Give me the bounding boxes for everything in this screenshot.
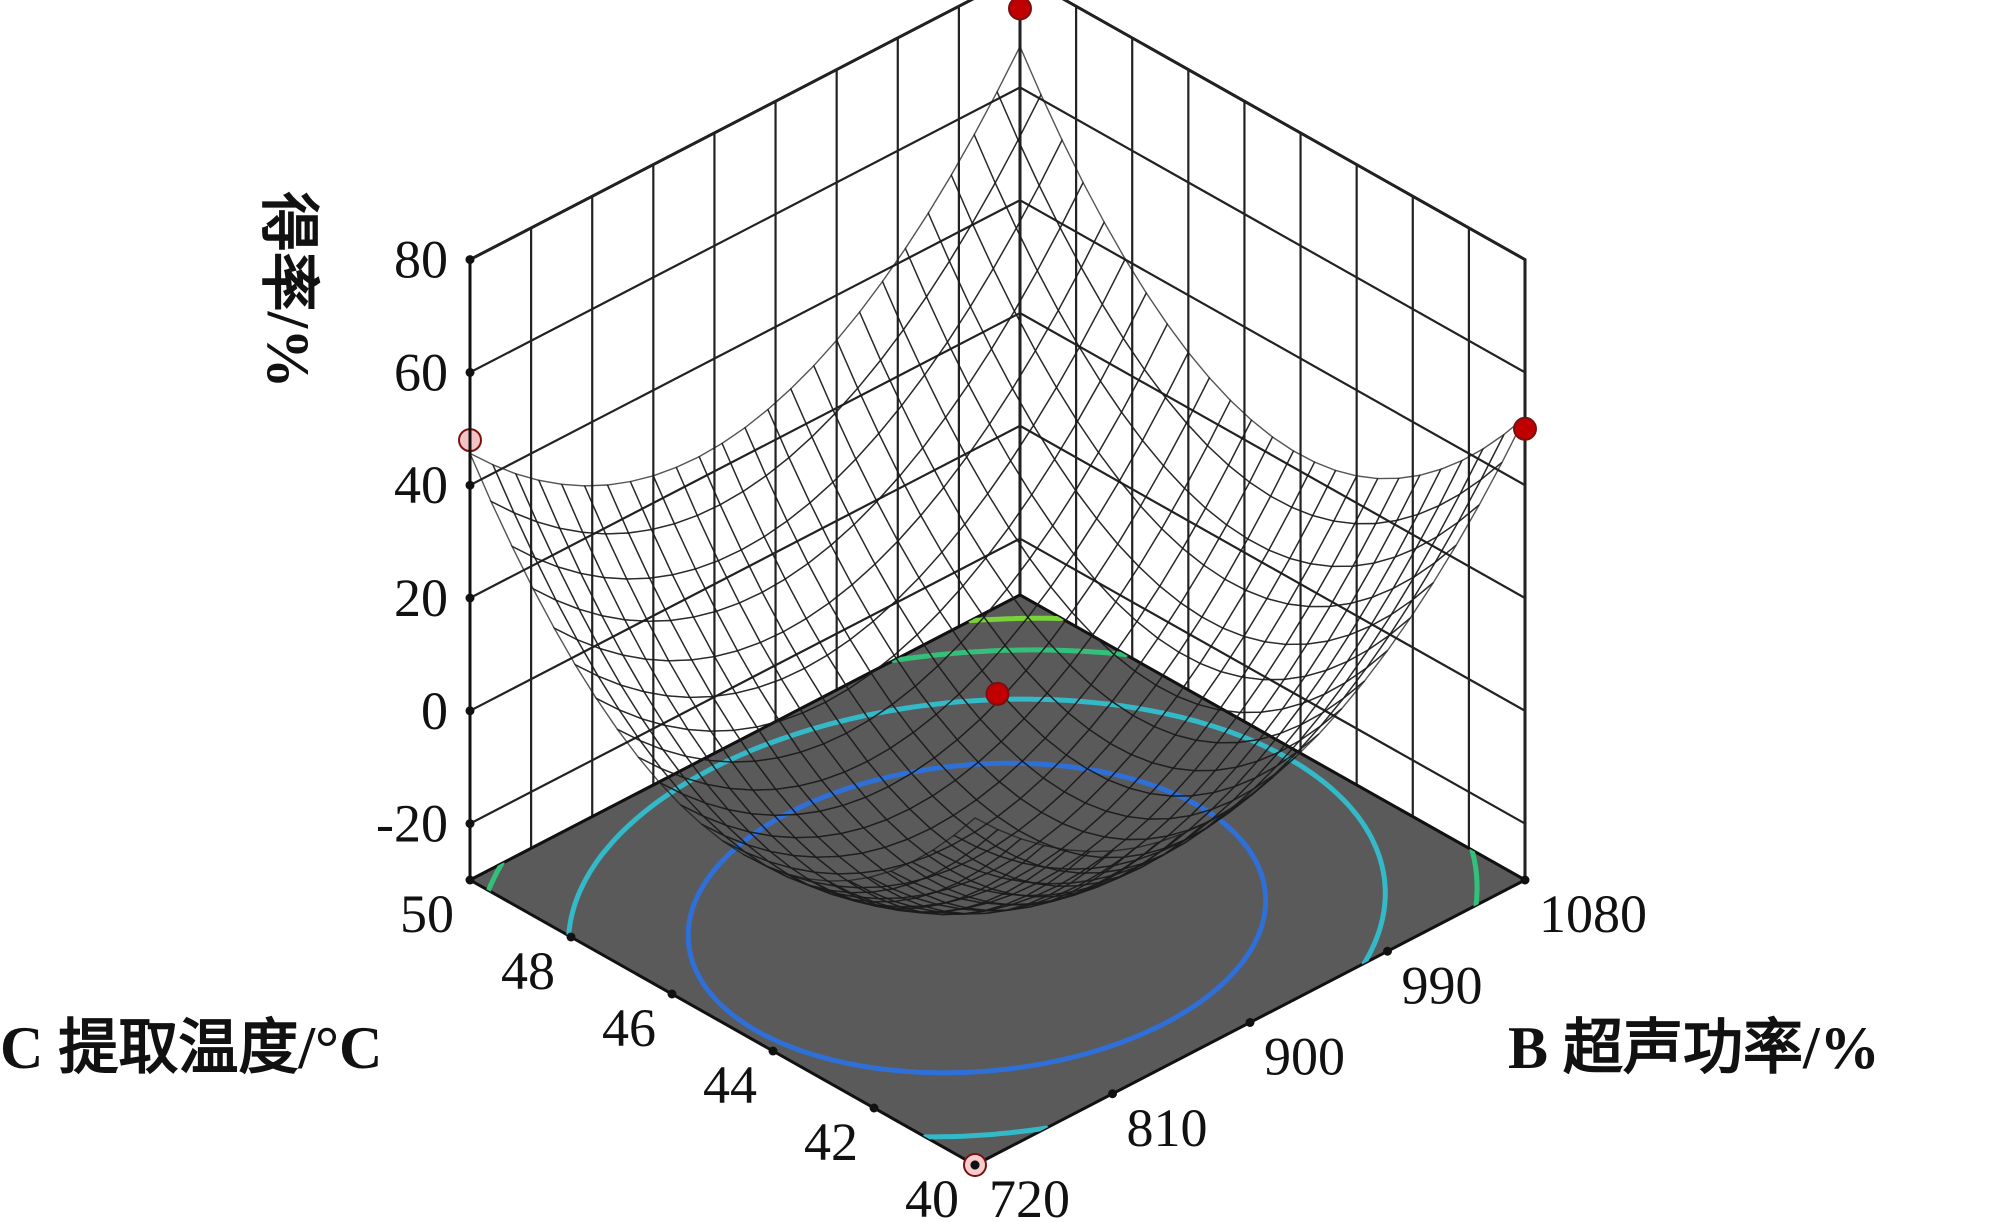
y-tick-mark <box>1383 946 1392 956</box>
z-tick-mark <box>465 593 475 603</box>
z-tick-mark <box>465 480 475 490</box>
x-tick-label: 40 <box>905 1169 959 1222</box>
surface-cell <box>952 817 1000 848</box>
y-tick-mark <box>1520 875 1530 885</box>
z-tick-label: -20 <box>376 794 448 854</box>
x-tick-mark <box>465 875 475 885</box>
z-tick-label: 80 <box>394 230 448 290</box>
x-tick-mark <box>869 1103 879 1113</box>
design-point <box>1008 0 1032 21</box>
z-tick-mark <box>465 255 475 265</box>
x-tick-mark <box>566 932 576 942</box>
y-tick-label: 810 <box>1127 1098 1208 1158</box>
x-tick-mark <box>667 989 677 999</box>
z-tick-label: 40 <box>394 455 448 515</box>
z-tick-label: 60 <box>394 342 448 402</box>
y-tick-label: 990 <box>1402 955 1483 1015</box>
x-tick-label: 42 <box>804 1112 858 1172</box>
x-tick-label: 50 <box>400 884 454 944</box>
design-points <box>458 0 1537 1177</box>
y-tick-label: 900 <box>1264 1027 1345 1087</box>
y-tick-mark <box>1245 1018 1255 1027</box>
response-surface <box>468 44 1526 916</box>
x-tick-label: 48 <box>501 941 555 1001</box>
z-tick-mark <box>465 706 475 716</box>
y-tick-label: 720 <box>989 1169 1070 1222</box>
y-tick-label: 1080 <box>1539 884 1647 944</box>
z-tick-mark <box>465 367 475 377</box>
x-tick-mark <box>768 1046 778 1056</box>
z-tick-label: 0 <box>421 681 448 741</box>
x-axis-title: C 提取温度/°C <box>0 1015 382 1081</box>
y-tick-mark <box>970 1160 980 1170</box>
back-walls-grid <box>468 0 1527 883</box>
z-axis-title: 得率/% <box>255 192 321 389</box>
x-tick-label: 44 <box>703 1055 757 1115</box>
x-tick-label: 46 <box>602 998 656 1058</box>
design-point <box>1513 416 1537 441</box>
y-tick-mark <box>1108 1089 1117 1099</box>
design-point <box>985 681 1010 706</box>
y-axis-title: B 超声功率/% <box>1508 1015 1880 1081</box>
axis-labels: 得率/% C 提取温度/°C B 超声功率/% <box>0 192 1880 1081</box>
z-tick-mark <box>465 819 475 829</box>
axes: -20 0 20 40 60 80 40 42 44 46 48 50 720 810 900 990 1080 <box>376 230 1647 1222</box>
contour-line <box>968 615 1065 624</box>
z-tick-label: 20 <box>394 568 448 628</box>
